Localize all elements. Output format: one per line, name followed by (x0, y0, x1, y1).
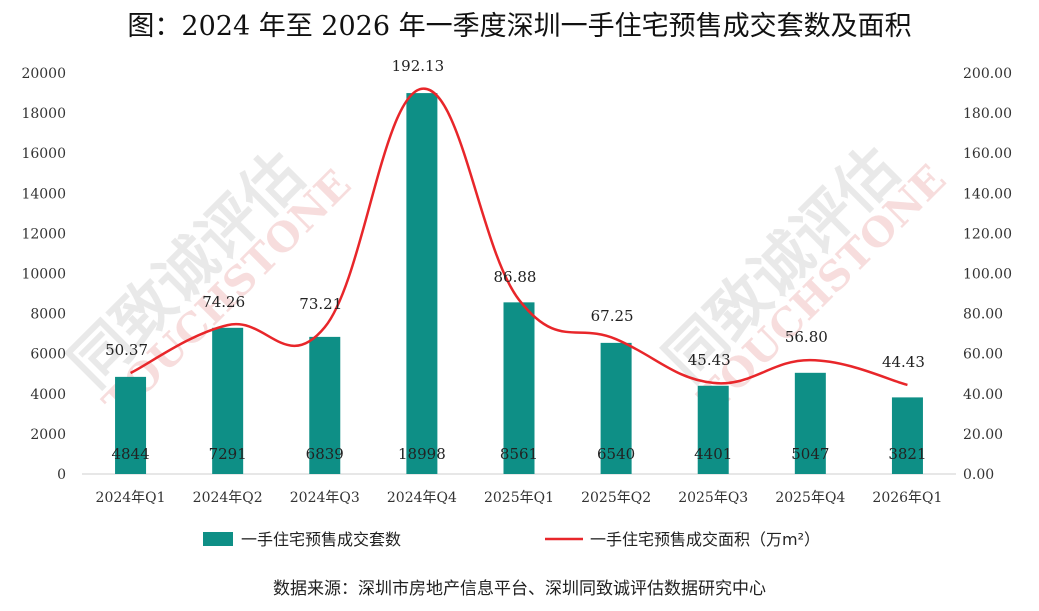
left-axis-tick: 14000 (21, 186, 66, 202)
right-axis-tick: 140.00 (963, 186, 1012, 202)
line-value-label: 192.13 (392, 57, 445, 75)
right-axis-tick: 200.00 (963, 66, 1012, 82)
left-axis-tick: 16000 (21, 146, 66, 162)
right-axis: 0.00 20.00 40.00 60.00 80.00 100.00 120.00 140.… (963, 66, 1012, 483)
left-axis-tick: 4000 (30, 387, 66, 403)
right-axis-tick: 80.00 (963, 307, 1003, 323)
bar-value-label: 3821 (888, 445, 926, 463)
bar-series (115, 93, 923, 475)
bar-value-labels: 4844 7291 6839 18998 8561 6540 4401 5047 3821 (111, 445, 926, 463)
x-axis-tick: 2025年Q2 (581, 490, 651, 506)
left-axis-tick: 20000 (21, 66, 66, 82)
bar-3 (309, 336, 341, 474)
legend: 一手住宅预售成交套数 一手住宅预售成交面积（万m²） (203, 530, 820, 549)
bar-value-label: 8561 (500, 445, 538, 463)
x-axis-tick: 2024年Q1 (96, 490, 166, 506)
data-source: 数据来源：深圳市房地产信息平台、深圳同致诚评估数据研究中心 (273, 579, 766, 599)
left-axis-tick: 18000 (21, 106, 66, 122)
x-axis-tick: 2025年Q1 (484, 490, 554, 506)
x-axis-tick: 2024年Q3 (290, 490, 360, 506)
right-axis-tick: 60.00 (963, 347, 1003, 363)
x-axis-tick: 2026年Q1 (872, 490, 942, 506)
line-value-label: 67.25 (591, 307, 634, 325)
right-axis-tick: 180.00 (963, 106, 1012, 122)
right-axis-tick: 120.00 (963, 226, 1012, 242)
bar-value-label: 18998 (398, 445, 446, 463)
bar-value-label: 4401 (694, 445, 732, 463)
line-value-label: 50.37 (105, 341, 148, 359)
legend-bar-label: 一手住宅预售成交套数 (241, 530, 401, 549)
left-axis-tick: 0 (57, 467, 66, 483)
right-axis-tick: 0.00 (963, 467, 994, 483)
bar-5 (503, 302, 535, 474)
line-value-label: 44.43 (882, 353, 925, 371)
x-axis-tick: 2024年Q4 (387, 490, 457, 506)
line-value-label: 45.43 (688, 351, 731, 369)
left-axis-tick: 12000 (21, 226, 66, 242)
right-axis-tick: 100.00 (963, 267, 1012, 283)
line-value-label: 56.80 (785, 328, 828, 346)
left-axis-tick: 10000 (21, 267, 66, 283)
x-axis-tick: 2024年Q2 (193, 490, 263, 506)
area-line-series (130, 87, 908, 387)
x-axis-ticks: 2024年Q1 2024年Q2 2024年Q3 2024年Q4 2025年Q1 2025年… (96, 490, 943, 506)
bar-1 (115, 376, 147, 474)
right-axis-tick: 40.00 (963, 387, 1003, 403)
x-axis-tick: 2025年Q4 (775, 490, 845, 506)
x-axis-tick: 2025年Q3 (678, 490, 748, 506)
right-axis-tick: 160.00 (963, 146, 1012, 162)
line-value-label: 73.21 (299, 295, 342, 313)
left-axis-tick: 6000 (30, 347, 66, 363)
line-value-label: 86.88 (494, 268, 537, 286)
bar-9 (891, 397, 923, 474)
bar-6 (600, 342, 632, 474)
right-axis-tick: 20.00 (963, 427, 1003, 443)
bar-7 (697, 385, 729, 474)
line-value-label: 74.26 (202, 293, 245, 311)
legend-bar-swatch (203, 532, 233, 546)
bar-value-label: 4844 (111, 445, 149, 463)
bar-value-label: 7291 (209, 445, 247, 463)
left-axis-tick: 2000 (30, 427, 66, 443)
left-axis-tick: 8000 (30, 307, 66, 323)
left-axis: 0 2000 4000 6000 8000 10000 12000 14000 16000 180… (21, 66, 66, 483)
bar-8 (794, 372, 826, 474)
bar-4 (406, 93, 438, 475)
chart-title: 图：2024 年至 2026 年一季度深圳一手住宅预售成交套数及面积 (127, 11, 912, 42)
bar-value-label: 6540 (597, 445, 635, 463)
bar-value-label: 6839 (306, 445, 344, 463)
line-value-labels: 50.37 74.26 73.21 192.13 86.88 67.25 45.43 56.8… (105, 57, 925, 371)
legend-line-label: 一手住宅预售成交面积（万m²） (590, 530, 820, 549)
bar-2 (212, 327, 244, 474)
bar-value-label: 5047 (791, 445, 829, 463)
